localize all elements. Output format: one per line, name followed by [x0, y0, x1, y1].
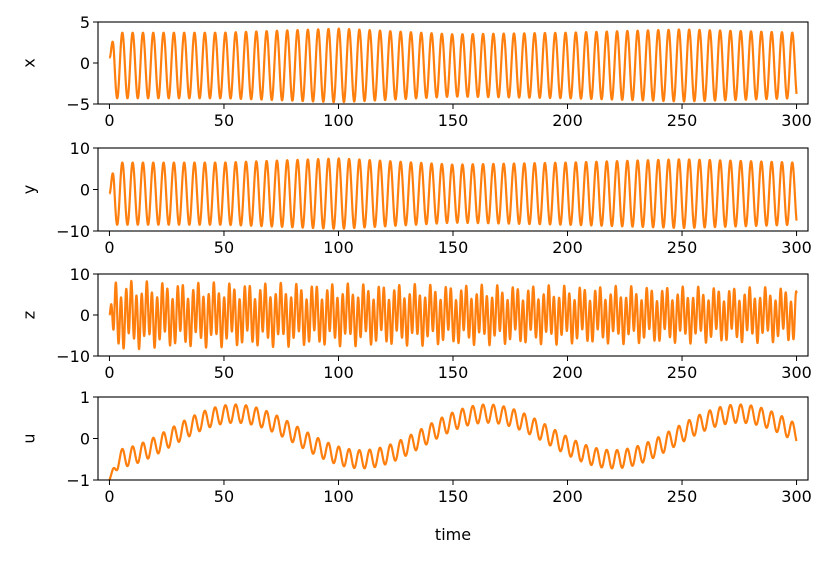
x-tick-label: 250: [667, 238, 698, 257]
x-tick-label: 150: [438, 111, 469, 130]
y-tick-label: 0: [80, 54, 90, 73]
y-axis-label: x: [20, 58, 39, 67]
x-tick-label: 300: [781, 238, 812, 257]
y-tick-label: 0: [80, 181, 90, 200]
x-tick-label: 300: [781, 363, 812, 382]
x-tick-label: 250: [667, 111, 698, 130]
x-tick-label: 150: [438, 363, 469, 382]
subplot-y: 0 50 100 150 200 250 300 −10 0 10 y: [20, 139, 812, 257]
x-tick-label: 200: [552, 238, 583, 257]
y-tick-label: 10: [70, 139, 90, 158]
x-tick-label: 200: [552, 111, 583, 130]
x-tick-label: 0: [104, 238, 114, 257]
x-tick-label: 100: [323, 363, 354, 382]
x-tick-label: 0: [104, 487, 114, 506]
y-tick-label: −10: [56, 347, 90, 366]
x-tick-label: 100: [323, 238, 354, 257]
x-tick-label: 250: [667, 487, 698, 506]
y-tick-label: 0: [80, 306, 90, 325]
series-line-x: [108, 27, 798, 104]
x-tick-label: 250: [667, 363, 698, 382]
y-tick-label: 10: [70, 265, 90, 284]
x-tick-label: 0: [104, 363, 114, 382]
x-tick-label: 100: [323, 487, 354, 506]
x-tick-label: 200: [552, 363, 583, 382]
subplot-u: 0 50 100 150 200 250 300 −1 0 1 u time: [20, 388, 812, 544]
x-tick-label: 50: [214, 238, 234, 257]
y-axis-label: y: [20, 185, 39, 194]
y-tick-label: 0: [80, 430, 90, 449]
x-tick-label: 150: [438, 238, 469, 257]
y-tick-label: 1: [80, 388, 90, 407]
x-tick-label: 300: [781, 487, 812, 506]
y-tick-label: 5: [80, 13, 90, 32]
x-tick-label: 200: [552, 487, 583, 506]
y-axis-label: z: [20, 311, 39, 319]
series-line-y: [108, 157, 798, 230]
axes-frame-u: [97, 396, 809, 481]
x-tick-label: 300: [781, 111, 812, 130]
series-line-u: [108, 403, 798, 481]
y-tick-label: −1: [66, 471, 90, 490]
x-tick-label: 150: [438, 487, 469, 506]
x-tick-label: 50: [214, 487, 234, 506]
x-axis-label: time: [435, 525, 471, 544]
x-tick-label: 100: [323, 111, 354, 130]
subplot-z: 0 50 100 150 200 250 300 −10 0 10 z: [20, 265, 812, 382]
x-tick-label: 50: [214, 363, 234, 382]
y-axis-label: u: [20, 433, 39, 443]
series-line-z: [108, 279, 798, 351]
x-tick-label: 50: [214, 111, 234, 130]
x-tick-label: 0: [104, 111, 114, 130]
y-tick-label: −10: [56, 222, 90, 241]
subplot-x: 0 50 100 150 200 250 300 −5 0 5 x: [20, 13, 812, 130]
y-tick-label: −5: [66, 95, 90, 114]
